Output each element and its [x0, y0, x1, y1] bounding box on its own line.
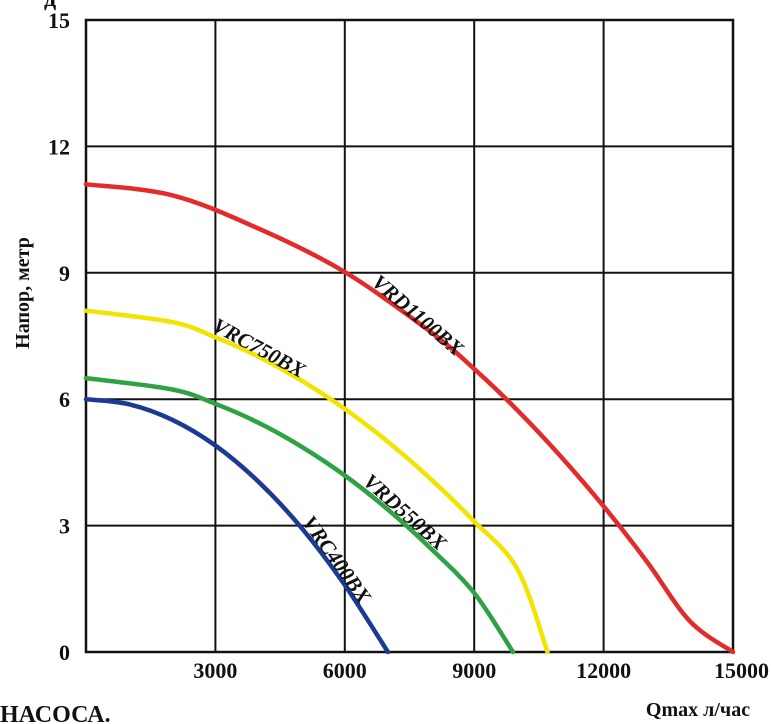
bottom-left-fragment: НАСОСА.	[0, 702, 111, 724]
series-label-vrd1100bx: VRD1100BX	[367, 270, 468, 362]
x-tick-label: 3000	[193, 658, 237, 683]
series-line-vrc750bx	[83, 308, 550, 655]
x-axis-title: Qmax л/час	[646, 699, 750, 721]
x-tick-label: 15000	[714, 658, 769, 683]
y-tick-label: 3	[59, 514, 70, 539]
series-label-vrd550bx: VRD550BX	[359, 469, 452, 556]
y-axis-title: Напор, метр	[12, 237, 34, 349]
y-tick-label: 0	[59, 640, 70, 665]
series-line-vrd550bx	[83, 375, 516, 655]
grid	[84, 18, 735, 654]
y-tick-label: 6	[59, 387, 70, 412]
series-label-vrc750bx: VRC750BX	[209, 313, 311, 383]
series-line-vrc400bx	[83, 396, 391, 655]
top-left-fragment: д	[44, 0, 56, 12]
curves	[83, 182, 736, 655]
x-tick-label: 9000	[452, 658, 496, 683]
y-tick-label: 9	[59, 261, 70, 286]
y-tick-label: 15	[48, 8, 70, 33]
x-tick-label: 6000	[323, 658, 367, 683]
tick-labels: 0 3 6 9 12 15 3000 6000 9000 12000 15000	[48, 8, 769, 683]
y-tick-label: 12	[48, 134, 70, 159]
series-line-vrd1100bx	[83, 182, 736, 655]
plot-frame	[84, 18, 735, 654]
x-tick-label: 12000	[576, 658, 631, 683]
